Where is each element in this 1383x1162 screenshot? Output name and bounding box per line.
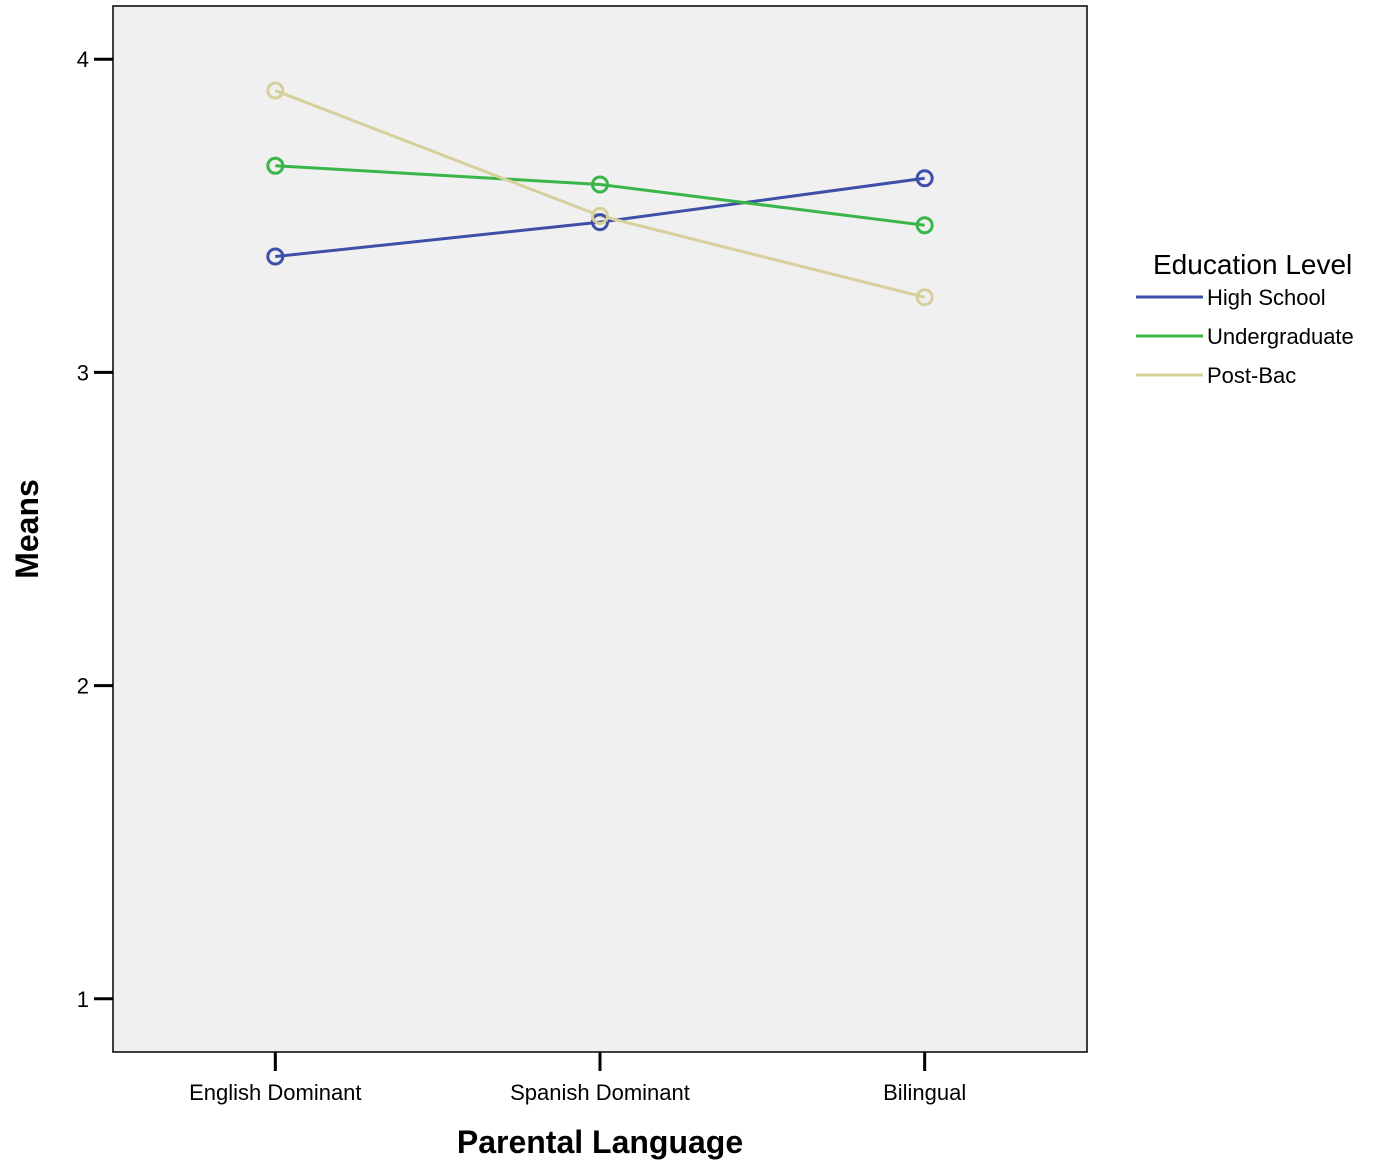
y-tick-label: 4	[77, 47, 89, 72]
data-point	[915, 216, 934, 235]
x-tick-label: Bilingual	[883, 1080, 966, 1105]
data-point	[915, 288, 934, 307]
data-point	[591, 206, 609, 225]
data-point	[266, 156, 285, 175]
legend-label: High School	[1207, 285, 1326, 310]
legend-label: Post-Bac	[1207, 363, 1296, 388]
legend: Education Level High School Undergraduate…	[1136, 249, 1354, 388]
data-point	[915, 169, 934, 188]
series-line	[275, 164, 925, 227]
legend-label: Undergraduate	[1207, 324, 1354, 349]
y-axis: 1 2 3 4	[77, 47, 113, 1012]
y-axis-title: Means	[9, 479, 45, 579]
x-tick-label: English Dominant	[189, 1080, 361, 1105]
data-point	[266, 81, 285, 100]
x-tick-label: Spanish Dominant	[510, 1080, 690, 1105]
y-tick-label: 1	[77, 987, 89, 1012]
y-tick-label: 2	[77, 674, 89, 699]
plot-area	[112, 5, 1088, 1053]
x-axis-title: Parental Language	[457, 1124, 743, 1160]
data-point	[591, 175, 609, 194]
series-layer	[266, 81, 934, 307]
y-tick-label: 3	[77, 360, 89, 385]
legend-title: Education Level	[1153, 249, 1352, 280]
data-point	[591, 213, 609, 232]
x-axis: English Dominant Spanish Dominant Bilingua…	[189, 1052, 966, 1105]
data-point	[266, 247, 285, 266]
